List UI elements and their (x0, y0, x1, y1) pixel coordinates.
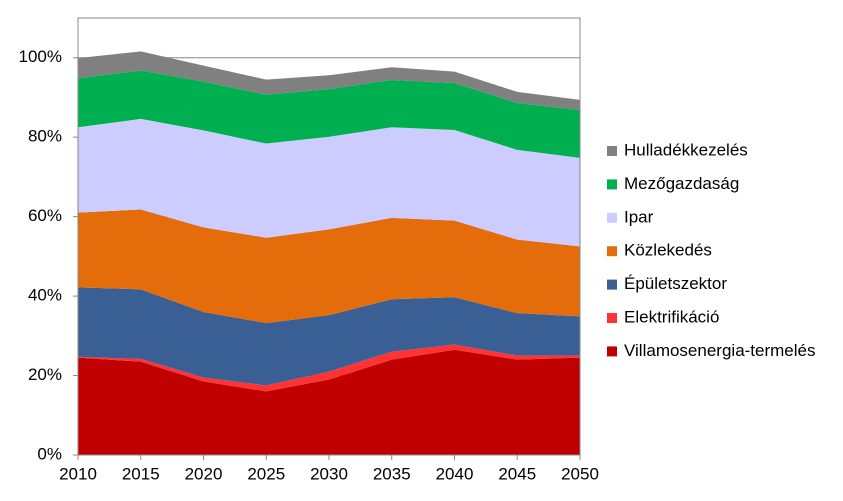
x-tick-label: 2025 (247, 464, 285, 483)
legend-label: Elektrifikáció (624, 307, 719, 326)
legend-label: Épületszektor (624, 274, 727, 293)
y-tick-label: 60% (28, 206, 62, 225)
y-tick-label: 0% (37, 444, 62, 463)
area (78, 209, 580, 324)
legend-label: Mezőgazdaság (624, 174, 739, 193)
x-tick-label: 2035 (373, 464, 411, 483)
legend-swatch (607, 279, 617, 290)
legend-label: Ipar (624, 207, 654, 226)
x-tick-label: 2045 (498, 464, 536, 483)
y-tick-label: 40% (28, 286, 62, 305)
legend-swatch (607, 179, 617, 190)
x-tick-label: 2020 (185, 464, 223, 483)
area (78, 118, 580, 247)
legend-swatch (607, 313, 617, 323)
area (78, 287, 580, 386)
legend-swatch (607, 246, 617, 257)
x-tick-label: 2040 (436, 464, 474, 483)
legend-swatch (607, 346, 617, 357)
legend-label: Villamosenergia-termelés (624, 341, 816, 360)
y-tick-label: 80% (28, 127, 62, 146)
area (78, 344, 580, 392)
legend-swatch (607, 146, 617, 156)
y-tick-label: 20% (28, 365, 62, 384)
area (78, 349, 580, 455)
legend-swatch (607, 212, 617, 223)
x-tick-label: 2010 (59, 464, 97, 483)
area (78, 70, 580, 158)
area (78, 51, 580, 111)
y-tick-label: 100% (19, 47, 62, 66)
legend-label: Hulladékkezelés (624, 140, 748, 159)
x-tick-label: 2030 (310, 464, 348, 483)
x-tick-label: 2050 (561, 464, 599, 483)
legend-label: Közlekedés (624, 241, 712, 260)
x-tick-label: 2015 (122, 464, 160, 483)
